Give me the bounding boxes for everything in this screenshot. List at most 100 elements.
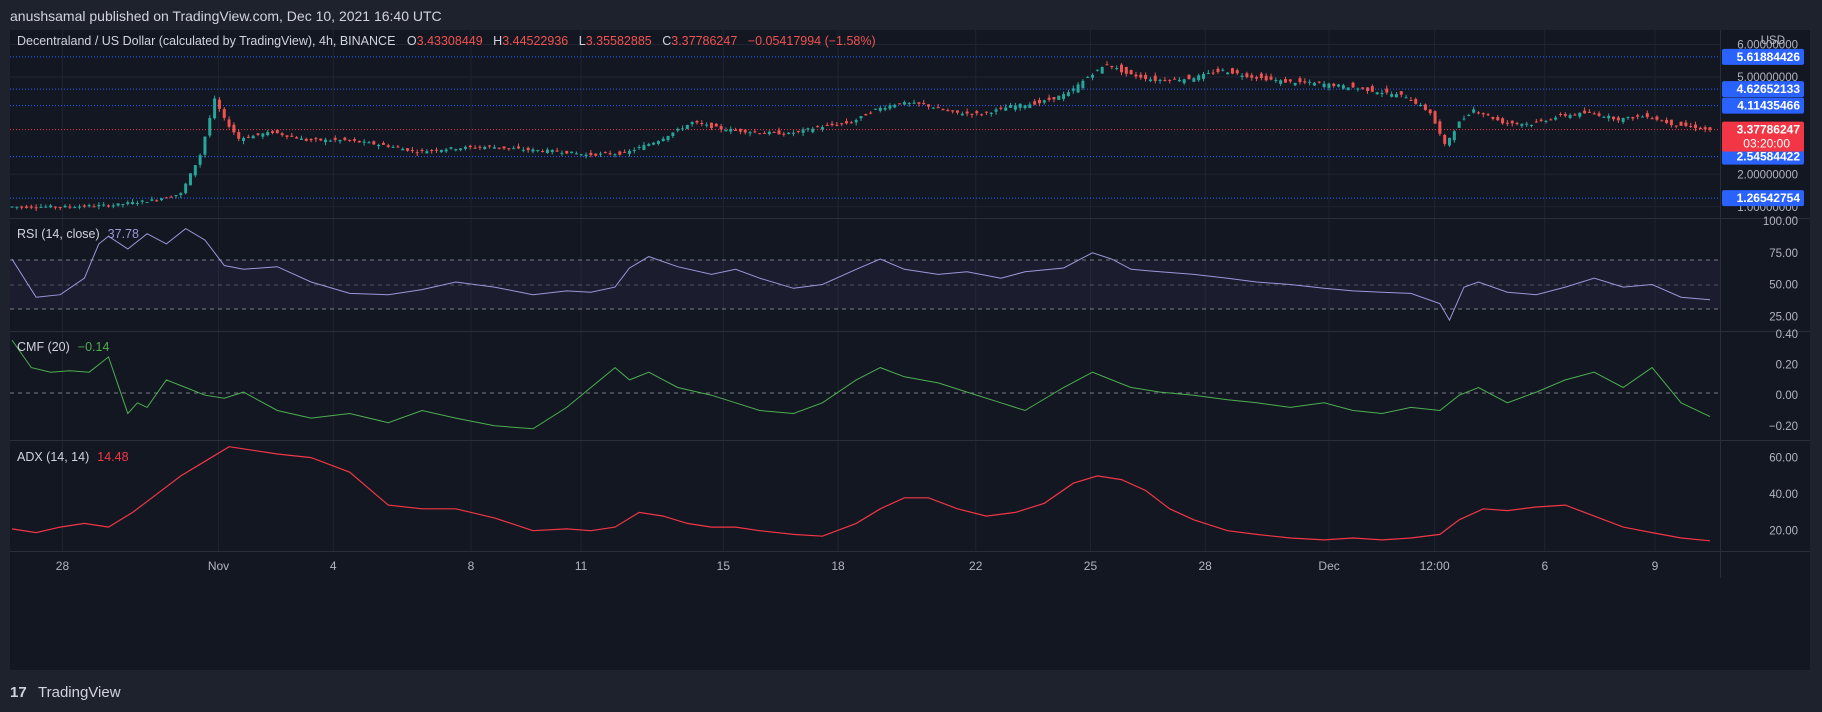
candle-body: [396, 146, 400, 148]
time-tick-label: Dec: [1318, 559, 1339, 573]
candle-body: [328, 140, 332, 142]
adx-value: 14.48: [97, 450, 128, 464]
candle-body: [155, 200, 159, 202]
price-level-text: 5.61884426: [1737, 50, 1801, 64]
time-tick-label: 25: [1084, 559, 1098, 573]
candle-body: [946, 110, 950, 112]
indicator-tick-label: 50.00: [1769, 280, 1798, 292]
candle-body: [1390, 94, 1394, 97]
candle-body: [690, 121, 694, 125]
candle-body: [29, 206, 33, 208]
adx-title[interactable]: ADX (14, 14) 14.48: [17, 450, 129, 464]
price-tick-label: 6.00000000: [1737, 39, 1798, 51]
cmf-pane[interactable]: [10, 332, 1720, 440]
rsi-title[interactable]: RSI (14, close) 37.78: [17, 227, 139, 241]
candle-body: [131, 201, 135, 205]
candle-body: [734, 129, 738, 131]
candle-body: [1583, 110, 1587, 114]
candle-body: [960, 113, 964, 116]
candle-body: [169, 196, 173, 198]
grid-lines: [10, 30, 1720, 551]
candle-body: [1274, 80, 1278, 82]
price-axis[interactable]: [1720, 30, 1810, 552]
candle-body: [859, 116, 863, 119]
price-level-text: 2.54584422: [1737, 150, 1801, 164]
candle-body: [1293, 83, 1297, 86]
candle-body: [1119, 64, 1123, 73]
candle-body: [1404, 97, 1408, 99]
candle-body: [729, 128, 733, 132]
candle-body: [618, 151, 622, 155]
candle-body: [1544, 120, 1548, 122]
candle-body: [613, 154, 617, 156]
candle-body: [565, 150, 569, 154]
candle-body: [830, 123, 834, 126]
candle-body: [164, 197, 168, 199]
chart-svg[interactable]: Decentraland / US Dollar (calculated by …: [10, 30, 1810, 670]
candle-body: [1505, 122, 1509, 124]
candle-body: [1476, 112, 1480, 114]
symbol-legend[interactable]: Decentraland / US Dollar (calculated by …: [17, 34, 876, 48]
candle-body: [121, 204, 125, 206]
candle-body: [1602, 116, 1606, 118]
candle-body: [87, 205, 91, 207]
candle-body: [420, 149, 424, 151]
candle-body: [1669, 119, 1673, 126]
candle-body: [1037, 99, 1041, 104]
candle-body: [1674, 125, 1678, 127]
candle-body: [227, 119, 231, 127]
candle-body: [1081, 80, 1085, 88]
low-label: L: [579, 34, 586, 48]
candle-body: [671, 132, 675, 137]
time-tick-label: 11: [575, 559, 588, 573]
candle-body: [1004, 107, 1008, 111]
candle-body: [888, 105, 892, 109]
candle-body: [1264, 75, 1268, 81]
candle-body: [594, 153, 598, 156]
candle-body: [1153, 75, 1157, 81]
candle-body: [1341, 85, 1345, 89]
price-pane[interactable]: [10, 30, 1720, 218]
candle-body: [975, 111, 979, 114]
cmf-title[interactable]: CMF (20) −0.14: [17, 340, 109, 354]
candle-body: [922, 102, 926, 104]
indicator-tick-label: 75.00: [1769, 248, 1798, 260]
candle-body: [796, 130, 800, 132]
candle-body: [1578, 112, 1582, 117]
candle-body: [1525, 123, 1529, 125]
candle-body: [1163, 79, 1167, 81]
time-tick-label: 8: [468, 559, 475, 573]
candle-body: [931, 107, 935, 109]
candle-body: [324, 139, 328, 143]
candle-body: [1057, 95, 1061, 100]
indicator-tick-label: 40.00: [1769, 489, 1798, 501]
time-tick-label: 28: [56, 559, 70, 573]
cmf-value: −0.14: [78, 340, 110, 354]
time-tick-label: 18: [831, 559, 845, 573]
candle-body: [970, 113, 974, 115]
candle-body: [1250, 75, 1254, 78]
rsi-value: 37.78: [108, 227, 139, 241]
candle-body: [1148, 79, 1152, 82]
candle-body: [1221, 69, 1225, 71]
candle-body: [1042, 100, 1046, 103]
candle-body: [994, 109, 998, 112]
candle-body: [1100, 66, 1104, 74]
candle-body: [333, 138, 337, 140]
candle-body: [372, 141, 376, 145]
indicator-tick-label: 0.40: [1776, 329, 1798, 341]
candle-body: [864, 114, 868, 116]
candle-body: [111, 205, 115, 207]
candle-body: [1457, 121, 1461, 128]
candle-body: [1308, 81, 1312, 83]
candle-body: [401, 148, 405, 151]
time-axis[interactable]: [10, 552, 1810, 578]
candle-body: [82, 205, 86, 207]
adx-pane[interactable]: [10, 441, 1720, 551]
candle-body: [1612, 116, 1616, 120]
candle-body: [367, 142, 371, 144]
candle-body: [898, 103, 902, 105]
candle-body: [801, 129, 805, 133]
chart-area[interactable]: Decentraland / US Dollar (calculated by …: [10, 30, 1810, 670]
candle-body: [488, 145, 492, 147]
